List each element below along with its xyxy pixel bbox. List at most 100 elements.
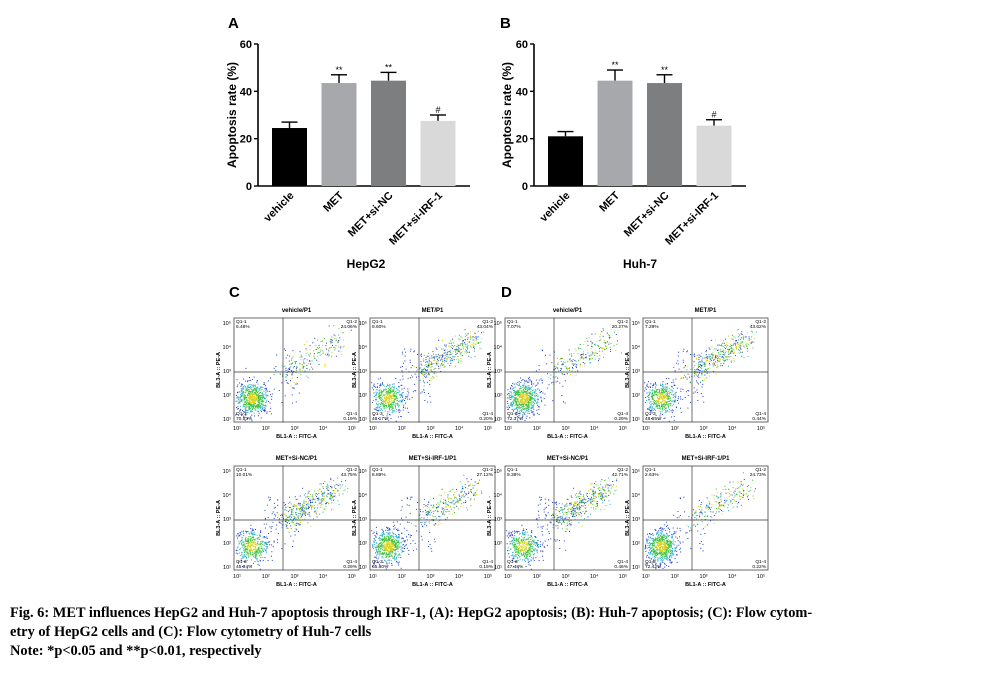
quadrant-q2-pct: 43.62% [750,324,767,330]
x-tick-label: 10³ [427,574,435,580]
x-tick-label: 10⁴ [319,573,328,580]
quadrant-q2-name: Q1-2 [755,467,766,473]
x-tick-label: 10⁵ [484,573,492,580]
y-tick-label: 10³ [494,517,502,523]
flow-ylabel: BL3-A :: PE-A [487,500,493,536]
figure-canvas: A Apoptosis rate (%) HepG2 0 20 40 60 vehicl… [216,15,769,588]
flow-plot-frame [233,317,360,423]
flow-points [235,325,352,422]
quadrant-q4-pct: 0.19% [343,416,357,422]
x-tick-label: 10³ [427,426,435,432]
flow-xlabel: BL1-A :: FITC-A [412,434,453,440]
quadrant-q4-pct: 0.29% [614,416,628,422]
x-tick-label: 10⁵ [757,573,765,580]
quadrant-q1-name: Q1-1 [372,467,383,473]
x-tick-label: 10¹ [233,426,241,432]
figure-caption: Fig. 6: MET influences HepG2 and Huh-7 a… [10,604,995,661]
quadrant-q1-name: Q1-1 [236,319,247,325]
y-tick-label: 10² [632,541,640,547]
y-tick-label: 10³ [223,517,231,523]
panel-a-ylabel: Apoptosis rate (%) [225,62,239,168]
flow-xlabel: BL1-A :: FITC-A [276,434,317,440]
quadrant-q2-pct: 20.27% [612,324,629,330]
x-tick-label: 10¹ [642,426,650,432]
quadrant-q2-name: Q1-2 [617,319,628,325]
flow-points [235,477,349,570]
flow-ylabel: BL3-A :: PE-A [352,500,358,536]
y-tick-label: 10³ [494,369,502,375]
flow-plot: MET/P1 Q1-18.60% Q1-243.04% Q1-348.17% Q1-40… [352,308,496,440]
quadrant-q3-pct: 45.94% [236,564,253,570]
x-tick-label: 10³ [562,426,570,432]
significance-marker: ** [335,65,343,75]
x-tick-label: 10² [262,426,270,432]
x-category-label: vehicle [538,190,573,225]
y-tick-label: 40 [240,86,252,98]
y-tick-label: 10³ [359,369,367,375]
panel-a-bar-chart: A Apoptosis rate (%) HepG2 0 20 40 60 vehicl… [225,15,470,271]
bar-vehicle [548,136,583,186]
flow-plot-title: MET+Si-NC/P1 [547,456,589,462]
panel-a-title: HepG2 [347,257,386,271]
quadrant-q2-name: Q1-2 [346,467,357,473]
quadrant-q3-name: Q1-3 [507,411,518,417]
x-tick-label: 10¹ [369,574,377,580]
x-tick-label: 10⁵ [348,573,356,580]
quadrant-q2-pct: 43.04% [477,324,494,330]
quadrant-q3-name: Q1-3 [236,559,247,565]
x-tick-label: 10² [398,426,406,432]
significance-marker: # [711,110,716,120]
quadrant-q4-pct: 0.19% [479,564,493,570]
quadrant-q3-pct: 70.53% [236,416,253,422]
panel-b-bar-chart: B Apoptosis rate (%) Huh-7 0 20 40 60 vehicl… [500,15,746,271]
quadrant-q3-name: Q1-3 [372,411,383,417]
y-tick-label: 10⁵ [223,320,231,327]
quadrant-q4-name: Q1-4 [346,559,357,565]
bar-met-si-irf-1 [420,120,456,186]
flow-xlabel: BL1-A :: FITC-A [412,582,453,588]
x-tick-label: 10² [533,426,541,432]
x-tick-label: 10¹ [233,574,241,580]
y-tick-label: 10⁵ [223,468,231,475]
quadrant-q4-name: Q1-4 [482,559,493,565]
flow-plot: MET+Si-IRF-1/P1 Q1-16.89% Q1-227.12% Q1-365… [352,456,496,588]
x-category-label: MET+si-NC [346,190,396,240]
flow-plot-frame [642,465,769,571]
y-tick-label: 10⁵ [632,320,640,327]
caption-line-1: Fig. 6: MET influences HepG2 and Huh-7 a… [10,605,813,621]
flow-plot-title: vehicle/P1 [553,308,583,314]
quadrant-q3-name: Q1-3 [645,559,656,565]
flow-plot: MET/P1 Q1-17.29% Q1-243.62% Q1-348.65% Q1-40… [625,308,769,440]
flow-xlabel: BL1-A :: FITC-A [547,434,588,440]
flow-plot-frame [369,317,496,423]
y-tick-label: 10¹ [359,565,367,571]
x-tick-label: 10¹ [504,574,512,580]
x-tick-label: 10⁵ [619,425,627,432]
quadrant-q3-name: Q1-3 [372,559,383,565]
x-tick-label: 10² [262,574,270,580]
flow-xlabel: BL1-A :: FITC-A [685,582,726,588]
y-tick-label: 10³ [632,517,640,523]
bar-met [321,83,357,186]
x-tick-label: 10⁵ [348,425,356,432]
bar-vehicle [272,128,307,186]
y-tick-label: 10² [359,393,367,399]
flow-points [371,329,484,422]
flow-plot-title: MET+Si-IRF-1/P1 [409,456,458,462]
quadrant-q1-pct: 9.38% [507,472,521,478]
flow-plot-frame [369,465,496,571]
x-tick-label: 10² [533,574,541,580]
quadrant-q4-pct: 0.29% [343,564,357,570]
panel-a-letter: A [228,15,239,32]
y-tick-label: 0 [522,181,528,193]
x-category-label: MET+si-IRF-1 [663,190,721,248]
y-tick-label: 10¹ [359,417,367,423]
quadrant-q2-pct: 24.06% [341,324,358,330]
flow-points [371,474,491,570]
y-tick-label: 10³ [632,369,640,375]
y-tick-label: 10² [223,393,231,399]
y-tick-label: 20 [516,134,528,146]
quadrant-q4-name: Q1-4 [617,559,628,565]
x-tick-label: 10¹ [642,574,650,580]
flow-xlabel: BL1-A :: FITC-A [547,582,588,588]
